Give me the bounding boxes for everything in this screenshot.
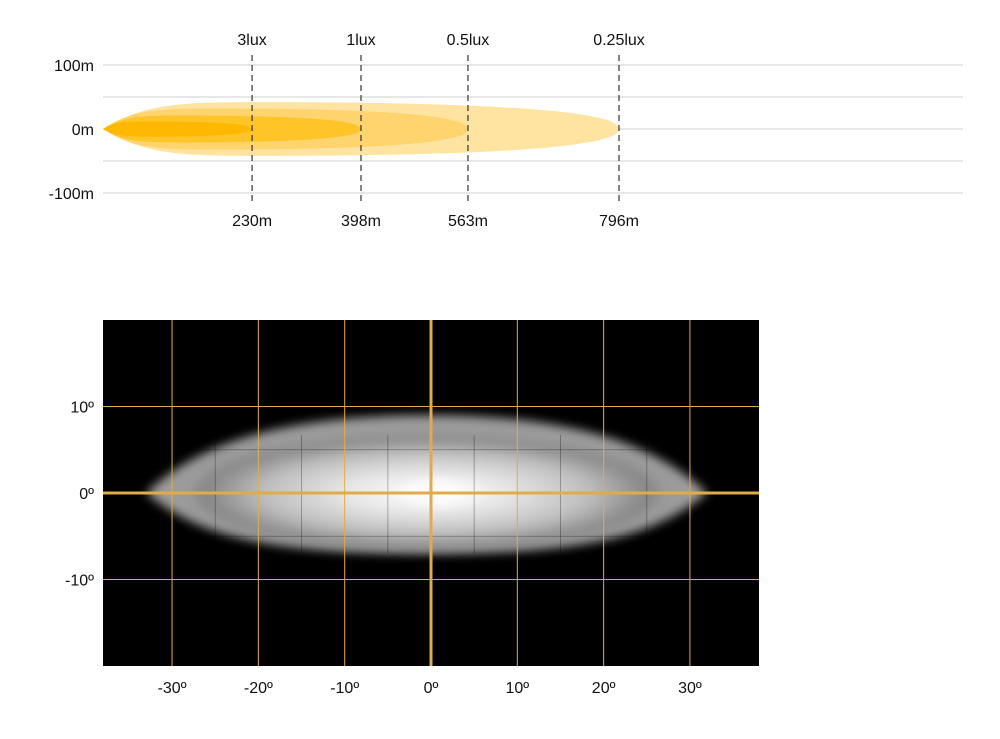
heatmap-x-tick-label: -20º — [244, 680, 273, 697]
heatmap-x-tick-label: -30º — [158, 680, 187, 697]
heatmap-x-tick-label: -10º — [330, 680, 359, 697]
heatmap-y-tick-label: 0º — [79, 486, 94, 503]
isolux-level-label: 1lux — [346, 32, 375, 49]
isolux-chart: 3lux 230m 1lux 398m 0.5lux 563m 0.25lux 796m 10… — [49, 32, 963, 230]
heatmap-x-tick-label: 0º — [424, 680, 439, 697]
beam-angle-heatmap: -30º -20º -10º 0º 10º 20º 30º 10º 0º -10º — [65, 320, 759, 697]
isolux-y-tick-labels: 100m 0m -100m — [49, 58, 94, 203]
isolux-distance-label: 796m — [599, 213, 639, 230]
heatmap-y-tick-label: -10º — [65, 573, 94, 590]
heatmap-y-tick-labels: 10º 0º -10º — [65, 400, 94, 590]
heatmap-x-tick-label: 10º — [505, 680, 529, 697]
isolux-distance-label: 398m — [341, 213, 381, 230]
heatmap-x-tick-label: 20º — [592, 680, 616, 697]
isolux-distance-label: 230m — [232, 213, 272, 230]
isolux-level-label: 0.5lux — [447, 32, 490, 49]
isolux-area-3lux — [103, 121, 253, 137]
heatmap-y-tick-label: 10º — [70, 400, 94, 417]
isolux-y-tick-label: 0m — [72, 122, 94, 139]
heatmap-x-tick-labels: -30º -20º -10º 0º 10º 20º 30º — [158, 680, 702, 697]
heatmap-x-tick-label: 30º — [678, 680, 702, 697]
isolux-level-label: 0.25lux — [593, 32, 645, 49]
isolux-level-label: 3lux — [237, 32, 266, 49]
isolux-y-tick-label: 100m — [54, 58, 94, 75]
heatmap-gridlines — [103, 320, 759, 666]
isolux-y-tick-label: -100m — [49, 186, 94, 203]
isolux-distance-label: 563m — [448, 213, 488, 230]
isolux-distance-markers: 3lux 230m 1lux 398m 0.5lux 563m 0.25lux 796m — [232, 32, 645, 230]
